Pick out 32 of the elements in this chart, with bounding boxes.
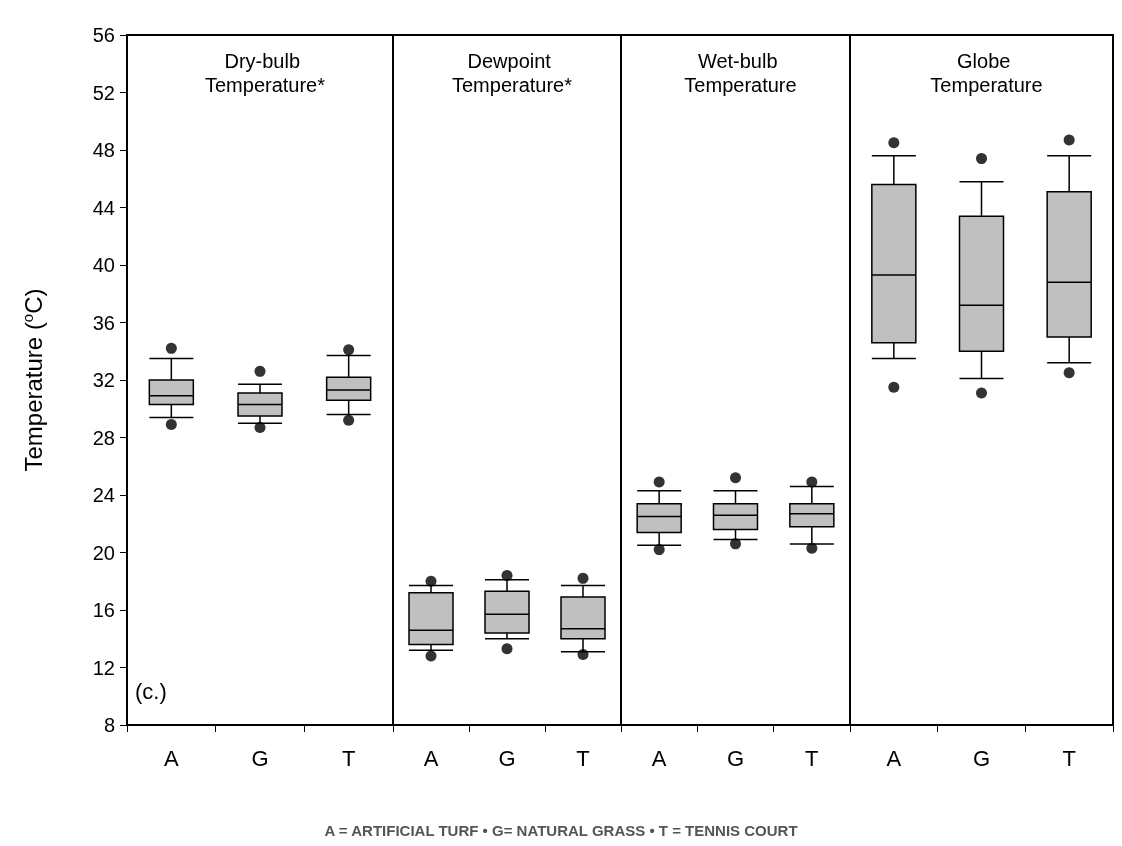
- x-tick-label: G: [972, 745, 991, 771]
- x-tick-label: G: [726, 745, 745, 771]
- text: Dewpoint Temperature*: [451, 50, 573, 96]
- y-tick-label: 8: [103, 714, 115, 736]
- y-tick-label: 44: [92, 196, 115, 219]
- y-tick-label: 12: [92, 656, 115, 679]
- x-tick-label: A: [886, 745, 902, 771]
- x-tick-label: G: [498, 745, 516, 771]
- y-tick-label: 48: [92, 139, 115, 161]
- x-tick-label: G: [251, 745, 269, 771]
- y-tick-label: 24: [92, 484, 115, 506]
- x-tick-label: A: [163, 745, 179, 771]
- text: A = ARTIFICIAL TURF • G= NATURAL GRASS • T = TENNIS COURT: [323, 822, 799, 839]
- y-tick-label: 56: [92, 24, 115, 46]
- y-tick-label: 36: [92, 311, 115, 334]
- annotation: (c.): [135, 678, 167, 704]
- y-tick-label: 16: [92, 599, 115, 621]
- x-tick-label: A: [651, 745, 667, 771]
- y-axis-title: Temperature (oC): [19, 288, 47, 472]
- x-tick-label: A: [423, 745, 439, 771]
- x-tick-label: T: [576, 745, 590, 771]
- y-tick-label: 20: [92, 541, 115, 564]
- x-tick-label: T: [1062, 745, 1076, 771]
- text: Globe Temperature: [930, 50, 1043, 96]
- x-tick-label: T: [805, 745, 819, 771]
- text: Dry-bulb Temperature*: [204, 50, 326, 96]
- x-tick-label: T: [341, 745, 356, 771]
- y-tick-label: 28: [92, 426, 115, 449]
- y-tick-label: 52: [92, 81, 115, 104]
- y-tick-label: 32: [92, 369, 115, 391]
- text: Wet-bulb Temperature: [684, 50, 797, 96]
- y-tick-label: 40: [92, 254, 115, 276]
